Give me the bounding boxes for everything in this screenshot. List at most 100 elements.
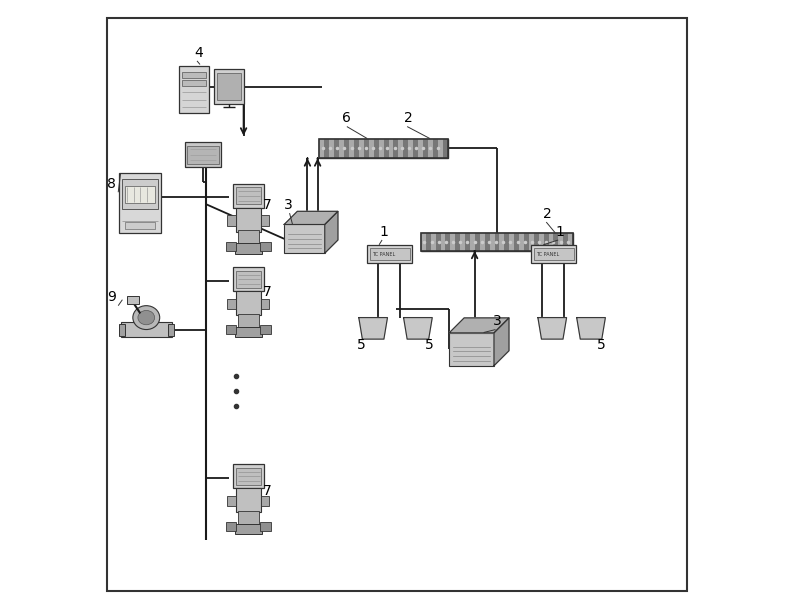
Bar — [238, 511, 258, 524]
Bar — [514, 233, 519, 251]
Bar — [378, 139, 383, 158]
Bar — [485, 233, 490, 251]
Bar — [226, 325, 237, 334]
Bar — [364, 139, 369, 158]
Polygon shape — [538, 318, 566, 339]
Bar — [260, 325, 271, 334]
Bar — [238, 230, 258, 244]
Bar — [430, 233, 436, 251]
Bar — [441, 233, 446, 251]
Bar — [119, 173, 162, 233]
Polygon shape — [403, 318, 432, 339]
Bar — [182, 72, 206, 78]
Bar — [383, 139, 389, 158]
Bar — [226, 522, 237, 531]
Bar — [499, 233, 504, 251]
Bar — [398, 139, 403, 158]
Bar — [260, 242, 271, 251]
Bar — [438, 139, 443, 158]
Bar — [374, 139, 378, 158]
Bar — [330, 139, 334, 158]
Bar — [475, 233, 480, 251]
Bar — [421, 233, 573, 251]
Bar — [236, 291, 261, 315]
Bar — [529, 233, 534, 251]
Bar — [403, 139, 408, 158]
Bar — [119, 324, 125, 336]
Bar — [261, 215, 270, 226]
Bar — [236, 208, 261, 232]
Polygon shape — [577, 318, 606, 339]
Bar — [433, 139, 438, 158]
Bar — [260, 522, 271, 531]
Bar — [534, 248, 574, 260]
Bar — [408, 139, 414, 158]
Bar — [319, 139, 448, 158]
Bar — [234, 267, 265, 291]
Text: 5: 5 — [425, 338, 434, 352]
Bar — [455, 233, 460, 251]
Polygon shape — [325, 211, 338, 253]
Bar — [126, 186, 155, 203]
Bar — [339, 139, 344, 158]
Bar — [531, 245, 576, 263]
Bar — [284, 224, 325, 253]
Bar — [185, 142, 221, 167]
Bar — [426, 233, 430, 251]
Bar — [227, 298, 236, 309]
Bar — [319, 139, 324, 158]
Bar — [480, 233, 485, 251]
Text: 7: 7 — [262, 285, 271, 298]
Text: 2: 2 — [404, 112, 413, 125]
Bar — [494, 233, 499, 251]
Polygon shape — [450, 318, 509, 333]
Bar — [226, 242, 237, 251]
Bar — [549, 233, 554, 251]
Bar — [354, 139, 359, 158]
Bar — [369, 139, 374, 158]
Bar — [563, 233, 568, 251]
Bar — [217, 73, 241, 100]
Bar — [558, 233, 563, 251]
Bar — [414, 139, 418, 158]
Text: 1: 1 — [555, 225, 564, 239]
Bar — [504, 233, 510, 251]
Bar — [450, 233, 455, 251]
Text: TC PANEL: TC PANEL — [536, 252, 559, 257]
Bar — [568, 233, 573, 251]
Text: 2: 2 — [543, 207, 552, 221]
Bar — [126, 222, 155, 229]
Bar — [122, 322, 172, 337]
Text: 6: 6 — [342, 112, 351, 125]
Bar — [187, 146, 218, 164]
Bar — [234, 524, 262, 534]
Text: TC PANEL: TC PANEL — [372, 252, 395, 257]
Text: 4: 4 — [194, 46, 202, 60]
Bar — [428, 139, 433, 158]
Bar — [182, 80, 206, 86]
Bar — [421, 233, 426, 251]
Text: 7: 7 — [262, 198, 271, 212]
Bar — [538, 233, 544, 251]
Polygon shape — [494, 318, 509, 365]
Bar — [554, 233, 558, 251]
Bar — [394, 139, 398, 158]
Bar — [261, 496, 270, 506]
Bar — [443, 139, 448, 158]
Bar — [519, 233, 524, 251]
Bar — [234, 243, 262, 254]
Bar — [421, 233, 573, 251]
Bar — [227, 496, 236, 506]
Bar — [334, 139, 339, 158]
Text: 7: 7 — [262, 485, 271, 498]
Bar — [237, 187, 262, 204]
Text: 3: 3 — [283, 198, 292, 212]
Bar — [237, 468, 262, 485]
Text: 8: 8 — [107, 177, 116, 191]
Bar — [234, 327, 262, 337]
Bar — [436, 233, 441, 251]
Bar — [261, 298, 270, 309]
Bar — [524, 233, 529, 251]
Bar — [359, 139, 364, 158]
Bar — [423, 139, 428, 158]
